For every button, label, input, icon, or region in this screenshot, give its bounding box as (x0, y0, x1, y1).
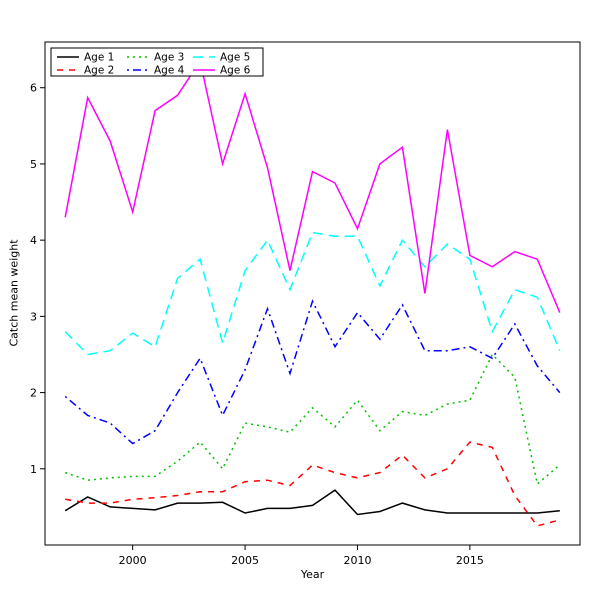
x-tick-label: 2010 (343, 554, 371, 567)
series-age-5 (64, 231, 561, 356)
x-tick-label: 2005 (231, 554, 259, 567)
legend-label: Age 3 (154, 52, 184, 64)
legend-label: Age 6 (220, 65, 251, 77)
y-tick-label: 4 (30, 234, 37, 247)
y-tick-label: 1 (30, 463, 37, 476)
legend-label: Age 5 (220, 52, 250, 64)
legend-item-age-3: Age 3 (127, 52, 184, 64)
legend-box (50, 47, 264, 77)
y-axis-title: Catch mean weight (7, 239, 21, 347)
plot-border (44, 41, 581, 546)
legend-item-age-6: Age 6 (193, 65, 251, 77)
legend-label: Age 1 (84, 52, 114, 64)
legend-item-age-5: Age 5 (193, 52, 250, 64)
legend-item-age-4: Age 4 (127, 65, 185, 77)
x-tick-label: 2015 (456, 554, 484, 567)
y-tick-label: 2 (30, 387, 37, 400)
x-tick-label: 2000 (119, 554, 147, 567)
series-age-2 (65, 441, 560, 527)
series-age-3 (64, 353, 561, 486)
legend-item-age-1: Age 1 (57, 52, 114, 64)
series-age-4 (64, 299, 561, 445)
legend-label: Age 2 (84, 65, 114, 77)
legend-item-age-2: Age 2 (57, 65, 114, 77)
series-age-6 (64, 59, 561, 313)
y-axis: 1 2 3 4 5 6 (30, 82, 45, 476)
y-tick-label: 3 (30, 310, 37, 323)
x-axis: 2000 2005 2010 2015 (119, 545, 484, 567)
y-tick-label: 5 (30, 158, 37, 171)
y-tick-label: 6 (30, 82, 37, 95)
x-axis-title: Year (300, 568, 325, 581)
legend-label: Age 4 (154, 65, 185, 77)
series-age-1 (64, 489, 560, 516)
